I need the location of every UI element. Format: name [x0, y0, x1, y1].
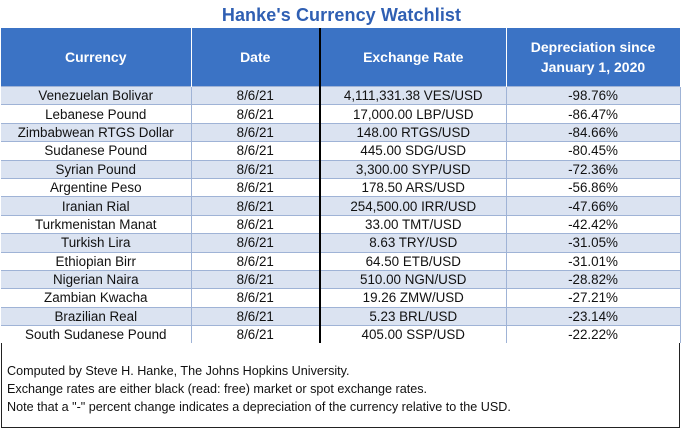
header-date: Date	[191, 28, 321, 87]
header-depreciation-line1: Depreciation since	[530, 39, 656, 55]
cell-exchange-rate: 33.00 TMT/USD	[319, 214, 507, 234]
cell-exchange-rate: 17,000.00 LBP/USD	[319, 104, 507, 124]
cell-date: 8/6/21	[191, 122, 321, 142]
footnote-line: Exchange rates are either black (read: f…	[7, 382, 428, 396]
table-row: Argentine Peso 8/6/21 178.50 ARS/USD -56.86…	[1, 177, 681, 197]
table-row: Zambian Kwacha 8/6/21 19.26 ZMW/USD -27.21%	[1, 288, 681, 308]
cell-date: 8/6/21	[191, 159, 321, 179]
cell-depreciation: -72.36%	[506, 159, 681, 179]
cell-date: 8/6/21	[191, 214, 321, 234]
cell-currency: Sudanese Pound	[1, 141, 192, 161]
cell-currency: South Sudanese Pound	[1, 325, 192, 344]
cell-currency: Zambian Kwacha	[1, 288, 192, 308]
footnote-line: Computed by Steve H. Hanke, The Johns Ho…	[7, 364, 350, 378]
cell-date: 8/6/21	[191, 306, 321, 326]
cell-currency: Ethiopian Birr	[1, 251, 192, 271]
cell-depreciation: -47.66%	[506, 196, 681, 216]
table-row: Zimbabwean RTGS Dollar 8/6/21 148.00 RTGS/…	[1, 122, 681, 142]
cell-exchange-rate: 254,500.00 IRR/USD	[319, 196, 507, 216]
cell-currency: Nigerian Naira	[1, 269, 192, 289]
table-row: Brazilian Real 8/6/21 5.23 BRL/USD -23.14%	[1, 306, 681, 326]
cell-depreciation: -23.14%	[506, 306, 681, 326]
cell-date: 8/6/21	[191, 288, 321, 308]
cell-date: 8/6/21	[191, 233, 321, 253]
page-title: Hanke's Currency Watchlist	[221, 5, 462, 25]
footnote-line: Note that a "-" percent change indicates…	[7, 400, 511, 414]
cell-currency: Argentine Peso	[1, 177, 192, 197]
cell-depreciation: -27.21%	[506, 288, 681, 308]
cell-exchange-rate: 4,111,331.38 VES/USD	[319, 85, 507, 105]
cell-currency: Turkish Lira	[1, 233, 192, 253]
cell-date: 8/6/21	[191, 141, 321, 161]
cell-currency: Lebanese Pound	[1, 104, 192, 124]
cell-date: 8/6/21	[191, 196, 321, 216]
table-row: Lebanese Pound 8/6/21 17,000.00 LBP/USD -86…	[1, 104, 681, 124]
table-row: Iranian Rial 8/6/21 254,500.00 IRR/USD -47.…	[1, 196, 681, 216]
table-row: Nigerian Naira 8/6/21 510.00 NGN/USD -28.82…	[1, 269, 681, 289]
cell-depreciation: -86.47%	[506, 104, 681, 124]
cell-exchange-rate: 64.50 ETB/USD	[319, 251, 507, 271]
cell-exchange-rate: 19.26 ZMW/USD	[319, 288, 507, 308]
table-row: Turkish Lira 8/6/21 8.63 TRY/USD -31.05%	[1, 233, 681, 253]
cell-depreciation: -31.05%	[506, 233, 681, 253]
cell-exchange-rate: 5.23 BRL/USD	[319, 306, 507, 326]
table-row: Sudanese Pound 8/6/21 445.00 SDG/USD -80.45…	[1, 141, 681, 161]
cell-date: 8/6/21	[191, 269, 321, 289]
cell-depreciation: -31.01%	[506, 251, 681, 271]
cell-depreciation: -84.66%	[506, 122, 681, 142]
table-row: South Sudanese Pound 8/6/21 405.00 SSP/USD…	[1, 325, 681, 344]
cell-exchange-rate: 148.00 RTGS/USD	[319, 122, 507, 142]
cell-exchange-rate: 178.50 ARS/USD	[319, 177, 507, 197]
table-header-row: Currency Date Exchange Rate Depreciation…	[1, 28, 681, 87]
cell-currency: Zimbabwean RTGS Dollar	[1, 122, 192, 142]
cell-depreciation: -42.42%	[506, 214, 681, 234]
cell-depreciation: -98.76%	[506, 85, 681, 105]
cell-currency: Turkmenistan Manat	[1, 214, 192, 234]
cell-date: 8/6/21	[191, 177, 321, 197]
table-row: Turkmenistan Manat 8/6/21 33.00 TMT/USD -42…	[1, 214, 681, 234]
table-row: Venezuelan Bolivar 8/6/21 4,111,331.38 VES…	[1, 85, 681, 105]
cell-date: 8/6/21	[191, 104, 321, 124]
header-depreciation: Depreciation since January 1, 2020	[506, 28, 681, 87]
cell-currency: Brazilian Real	[1, 306, 192, 326]
cell-exchange-rate: 510.00 NGN/USD	[319, 269, 507, 289]
header-currency: Currency	[1, 28, 192, 87]
table-row: Ethiopian Birr 8/6/21 64.50 ETB/USD -31.01%	[1, 251, 681, 271]
cell-currency: Syrian Pound	[1, 159, 192, 179]
cell-exchange-rate: 3,300.00 SYP/USD	[319, 159, 507, 179]
cell-date: 8/6/21	[191, 325, 321, 344]
cell-date: 8/6/21	[191, 85, 321, 105]
header-exchange-rate: Exchange Rate	[319, 28, 507, 87]
cell-currency: Venezuelan Bolivar	[1, 85, 192, 105]
cell-date: 8/6/21	[191, 251, 321, 271]
cell-exchange-rate: 405.00 SSP/USD	[319, 325, 507, 344]
cell-depreciation: -56.86%	[506, 177, 681, 197]
footnotes: Computed by Steve H. Hanke, The Johns Ho…	[7, 362, 677, 416]
table-row: Syrian Pound 8/6/21 3,300.00 SYP/USD -72.36…	[1, 159, 681, 179]
cell-currency: Iranian Rial	[1, 196, 192, 216]
header-depreciation-line2: January 1, 2020	[540, 59, 646, 75]
cell-depreciation: -28.82%	[506, 269, 681, 289]
cell-depreciation: -80.45%	[506, 141, 681, 161]
cell-exchange-rate: 8.63 TRY/USD	[319, 233, 507, 253]
cell-exchange-rate: 445.00 SDG/USD	[319, 141, 507, 161]
cell-depreciation: -22.22%	[506, 325, 681, 344]
currency-table: Currency Date Exchange Rate Depreciation…	[1, 28, 681, 344]
